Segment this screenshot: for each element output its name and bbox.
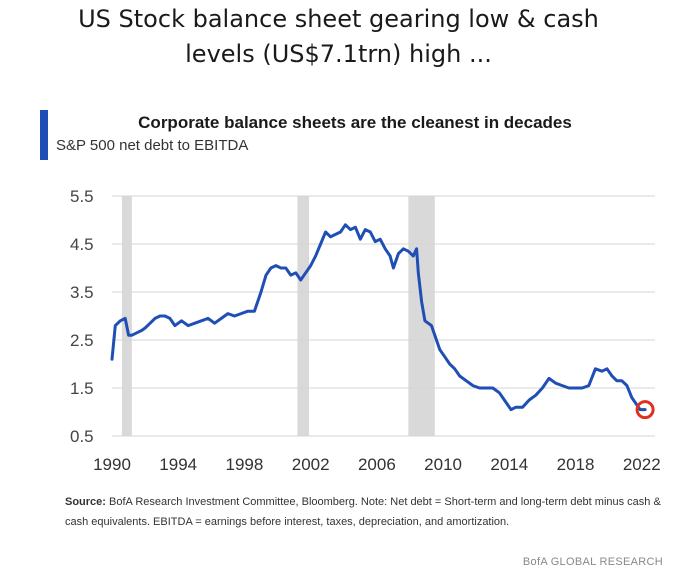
title-accent-bar xyxy=(40,110,48,160)
highlight-circle-marker xyxy=(635,400,655,420)
x-tick-label: 1990 xyxy=(93,455,131,474)
chart-subtitle: S&P 500 net debt to EBITDA xyxy=(56,137,249,154)
y-tick-label: 5.5 xyxy=(70,187,94,206)
x-tick-label: 2002 xyxy=(292,455,330,474)
headline-line-2: levels (US$7.1trn) high ... xyxy=(185,40,492,68)
headline-line-1: US Stock balance sheet gearing low & cas… xyxy=(78,5,599,33)
x-tick-label: 1998 xyxy=(226,455,264,474)
x-tick-label: 1994 xyxy=(159,455,197,474)
recession-band xyxy=(121,196,132,436)
recession-band xyxy=(297,196,310,436)
x-tick-label: 2014 xyxy=(490,455,528,474)
y-tick-label: 4.5 xyxy=(70,235,94,254)
footer-brand: BofA GLOBAL RESEARCH xyxy=(522,556,663,568)
y-tick-label: 3.5 xyxy=(70,283,94,302)
source-text: BofA Research Investment Committee, Bloo… xyxy=(65,496,661,528)
y-tick-label: 1.5 xyxy=(70,379,94,398)
x-tick-label: 2010 xyxy=(424,455,462,474)
series-line xyxy=(110,223,647,412)
x-tick-label: 2018 xyxy=(557,455,595,474)
x-tick-label: 2006 xyxy=(358,455,396,474)
x-tick-label: 2022 xyxy=(623,455,661,474)
source-note: Source: BofA Research Investment Committ… xyxy=(65,492,665,532)
y-tick-label: 2.5 xyxy=(70,331,94,350)
source-label: Source: xyxy=(65,496,106,508)
recession-band xyxy=(408,196,435,436)
y-tick-label: 0.5 xyxy=(70,427,94,446)
chart-title: Corporate balance sheets are the cleanes… xyxy=(138,113,572,132)
headline: US Stock balance sheet gearing low & cas… xyxy=(0,2,677,72)
